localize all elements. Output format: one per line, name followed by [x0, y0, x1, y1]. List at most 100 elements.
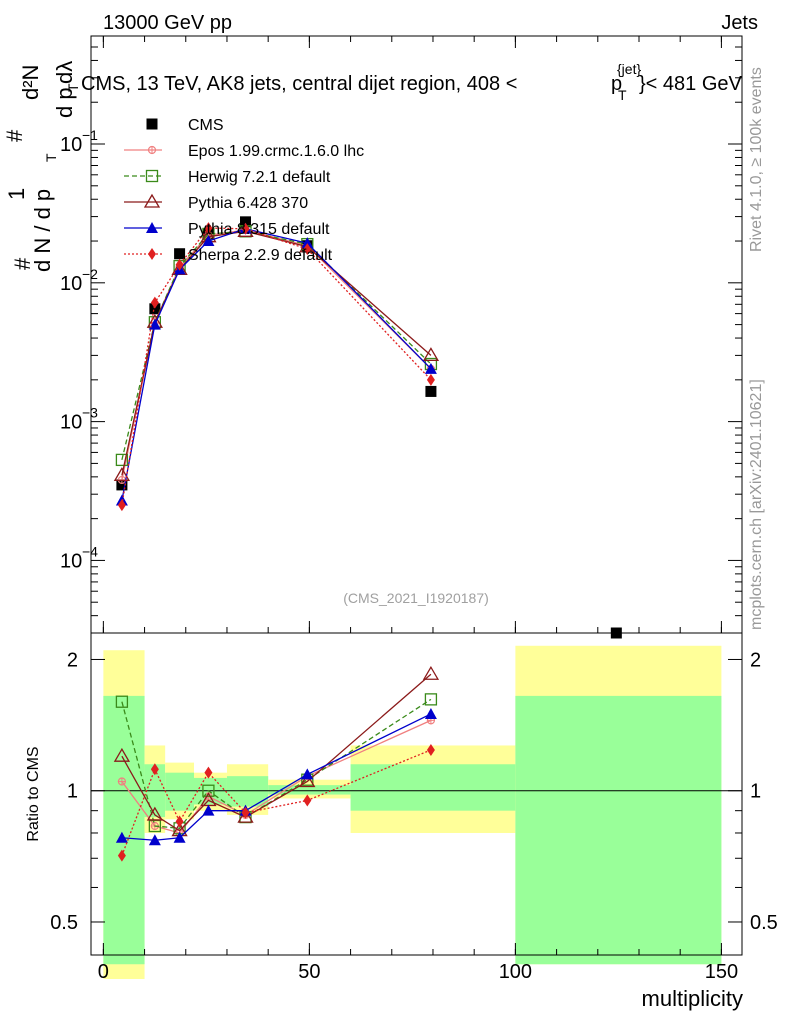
series-line	[121, 229, 432, 481]
main-ytick-label: 10	[60, 412, 82, 434]
ratio-panel-frame	[90, 632, 743, 956]
ratio-point	[241, 806, 250, 819]
ratio-ytick-label: 2	[67, 649, 78, 671]
uncertainty-band-inner	[103, 695, 145, 965]
legend-label: Pythia 8.315 default	[188, 221, 330, 238]
data-point	[150, 296, 159, 309]
ratio-ytick-label-right: 0.5	[750, 912, 778, 934]
data-point	[117, 499, 126, 512]
ratio-series-sherpa	[117, 743, 435, 862]
data-point	[425, 385, 437, 397]
series-sherpa	[117, 222, 435, 512]
header-left: 13000 GeV pp	[103, 12, 232, 34]
data-point	[116, 479, 128, 491]
main-ytick-exp: −2	[82, 266, 98, 282]
ratio-ylabel: Ratio to CMS	[25, 746, 42, 841]
legend-label: Pythia 6.428 370	[188, 195, 308, 212]
main-ytick-label: 10	[60, 134, 82, 156]
ratio-ytick-label-right: 2	[750, 649, 761, 671]
ratio-ytick-label-right: 1	[750, 781, 761, 803]
ratio-point	[301, 768, 314, 780]
ratio-point	[173, 831, 186, 843]
data-point	[204, 222, 213, 235]
data-point	[148, 318, 161, 330]
data-point	[426, 373, 435, 386]
ratio-bands	[103, 645, 722, 980]
ylabel-frac-den-sub: T	[65, 83, 81, 92]
ratio-line	[121, 673, 432, 832]
legend-label: CMS	[188, 117, 224, 134]
ratio-series-pythia	[115, 707, 437, 846]
ratio-point	[424, 693, 438, 706]
ratio-point	[303, 794, 312, 807]
legend-marker	[148, 248, 156, 260]
ratio-point	[237, 808, 254, 823]
ratio-point	[202, 784, 215, 797]
x-axis-label: multiplicity	[642, 986, 743, 1011]
ratio-point	[115, 831, 128, 843]
x-tick-label: 150	[705, 961, 738, 983]
ratio-point	[148, 834, 161, 846]
series-cms	[116, 216, 622, 639]
data-point	[424, 362, 437, 374]
ylabel-hash2: #	[2, 129, 27, 142]
legend-label: Herwig 7.2.1 default	[188, 169, 331, 186]
main-ticks: 10−410−310−210−1	[60, 36, 742, 634]
series-line	[121, 227, 432, 506]
ratio-point	[202, 804, 215, 816]
ratio-line	[121, 698, 432, 829]
side-label-bottom: mcplots.cern.ch [arXiv:2401.10621]	[748, 379, 765, 630]
legend-entry: Sherpa 2.2.9 default	[124, 247, 333, 264]
main-ytick-exp: −4	[82, 543, 98, 559]
plot-title: CMS, 13 TeV, AK8 jets, central dijet reg…	[81, 61, 743, 103]
legend-entry: Epos 1.99.crmc.1.6.0 lhc	[124, 143, 364, 160]
data-point	[115, 453, 129, 467]
x-tick-label: 100	[499, 961, 532, 983]
ratio-point	[299, 773, 316, 788]
legend-marker	[146, 222, 158, 233]
uncertainty-band-inner	[268, 785, 351, 795]
ratio-point	[146, 806, 163, 821]
data-point	[422, 347, 440, 362]
data-point	[241, 222, 250, 235]
data-point	[175, 258, 184, 271]
ratio-point	[424, 707, 437, 719]
x-tick-label: 0	[98, 961, 109, 983]
legend-marker	[147, 145, 157, 155]
title-end: }< 481 GeV	[639, 73, 743, 95]
data-point	[301, 237, 314, 249]
data-point	[149, 303, 161, 315]
series-pythia	[115, 222, 437, 506]
header-right: Jets	[721, 12, 758, 34]
uncertainty-band-inner	[350, 764, 516, 811]
legend-marker	[145, 169, 159, 183]
ylabel-den-sub: T	[43, 153, 59, 162]
legend-marker	[146, 118, 158, 130]
ratio-point	[422, 665, 440, 680]
ratio-point	[115, 695, 129, 708]
uncertainty-band-inner	[515, 695, 722, 965]
title-pt-sub: T	[618, 87, 627, 103]
legend-marker	[143, 193, 161, 208]
series-line	[121, 230, 432, 461]
ratio-point	[150, 763, 159, 776]
ylabel-frac-num: d²N	[18, 65, 43, 100]
title-pt-sup: {jet}	[617, 61, 641, 77]
ylabel-frac-den-end: dλ	[52, 61, 77, 84]
ylabel-frac-den: d p	[52, 87, 77, 118]
legend-entry: Pythia 6.428 370	[124, 193, 308, 212]
ratio-point	[113, 747, 131, 762]
legend-entry: CMS	[146, 117, 224, 134]
data-point	[174, 248, 186, 260]
data-point	[303, 243, 312, 256]
data-point	[240, 216, 252, 228]
ratio-point	[117, 777, 127, 786]
ratio-point	[117, 849, 126, 862]
ylabel-one: 1	[4, 188, 29, 200]
side-label-top: Rivet 4.1.0, ≥ 100k events	[748, 67, 765, 252]
uncertainty-band-inner	[226, 776, 269, 807]
legend-label: Sherpa 2.2.9 default	[188, 247, 333, 264]
main-ylabel: # d N / d p T 1 # d²N d p T dλ	[2, 61, 81, 272]
data-point	[202, 235, 215, 247]
